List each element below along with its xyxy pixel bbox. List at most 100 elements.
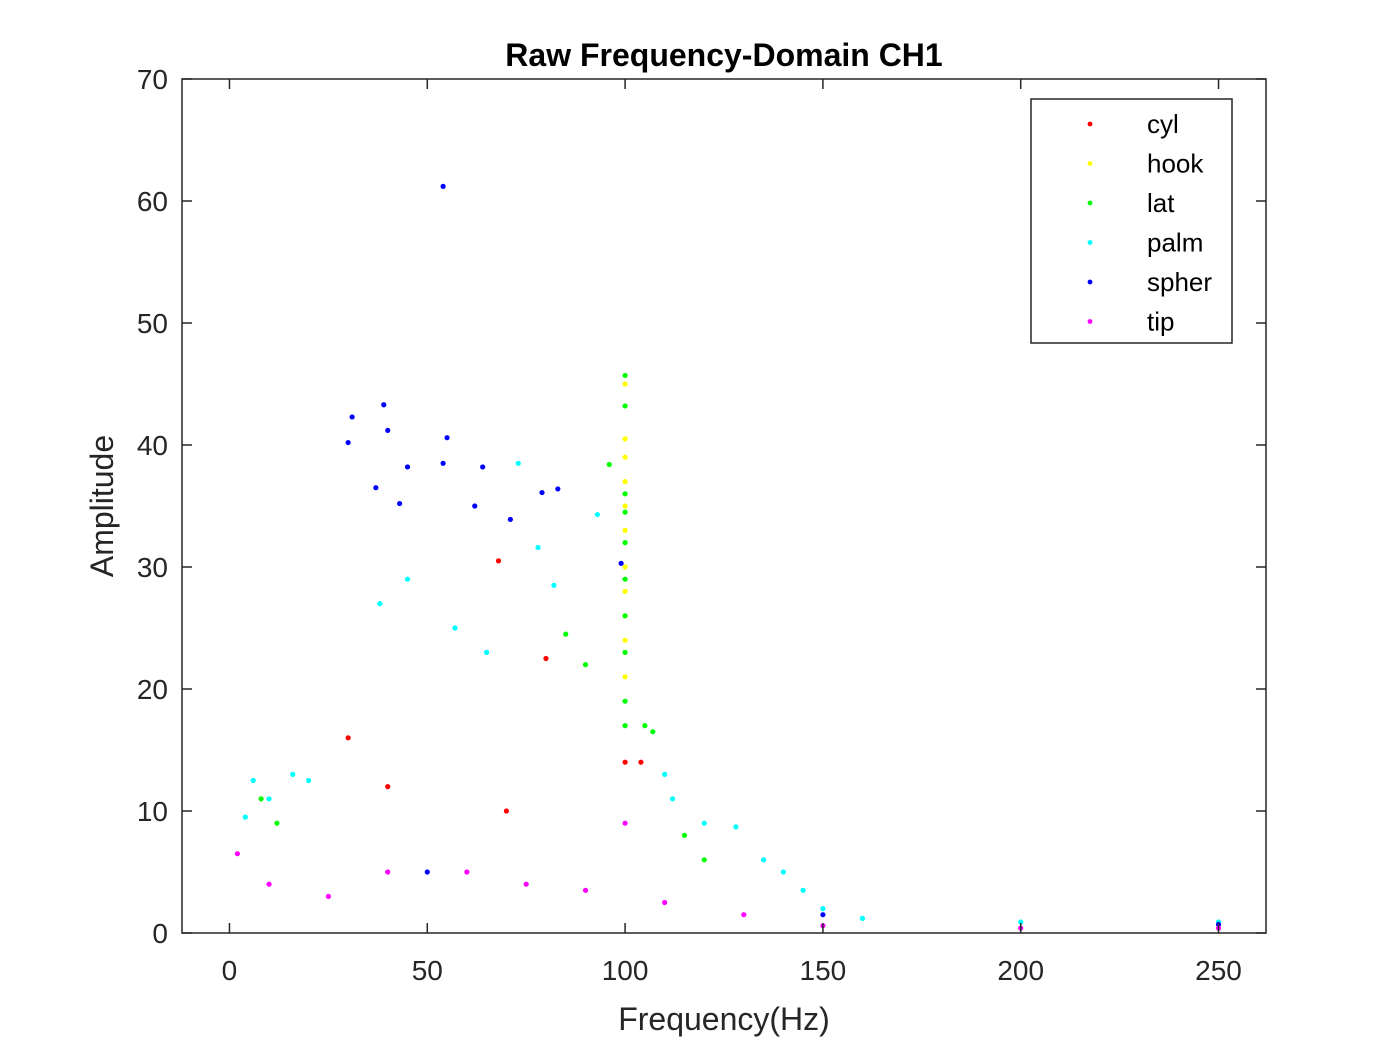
data-point-hook	[622, 381, 628, 387]
data-point-palm	[551, 582, 557, 588]
x-tick-label: 100	[602, 955, 649, 986]
data-point-palm	[377, 601, 383, 607]
data-point-tip	[523, 881, 529, 887]
data-point-palm	[662, 771, 668, 778]
data-point-palm	[484, 649, 490, 656]
y-tick-label: 70	[137, 64, 168, 95]
scatter-points	[234, 183, 1222, 931]
data-point-tip	[662, 899, 668, 906]
legend-label-tip: tip	[1147, 307, 1174, 337]
x-tick-label: 150	[800, 955, 847, 986]
data-point-spher	[440, 183, 446, 189]
data-point-spher	[349, 414, 355, 420]
legend-marker-cyl	[1087, 121, 1093, 127]
series-tip	[234, 820, 1222, 931]
data-point-tip	[741, 912, 747, 918]
data-point-tip	[622, 820, 628, 826]
series-spher	[345, 183, 1222, 928]
data-point-spher	[404, 464, 411, 470]
data-point-palm	[242, 814, 248, 820]
data-point-lat	[622, 491, 628, 497]
data-point-lat	[622, 723, 628, 729]
data-point-hook	[622, 527, 628, 534]
x-tick-label: 250	[1195, 955, 1242, 986]
data-point-spher	[396, 500, 403, 507]
data-point-palm	[701, 820, 707, 826]
data-point-palm	[404, 576, 411, 582]
data-point-lat	[274, 820, 280, 826]
data-point-tip	[234, 851, 240, 857]
data-point-hook	[622, 564, 628, 570]
data-point-cyl	[622, 759, 628, 765]
data-point-lat	[650, 729, 656, 735]
data-point-palm	[760, 857, 767, 863]
data-point-hook	[622, 503, 628, 509]
data-point-cyl	[385, 784, 391, 790]
data-point-hook	[622, 479, 628, 485]
data-point-hook	[622, 637, 628, 643]
data-point-spher	[480, 464, 486, 470]
data-point-palm	[515, 460, 521, 466]
legend-label-lat: lat	[1147, 188, 1175, 218]
data-point-palm	[733, 824, 739, 830]
data-point-lat	[258, 796, 264, 802]
y-tick-label: 20	[137, 674, 168, 705]
legend-marker-hook	[1087, 161, 1093, 166]
data-point-lat	[622, 372, 628, 379]
data-point-hook	[622, 674, 628, 680]
data-point-palm	[290, 771, 296, 778]
data-point-spher	[472, 503, 478, 509]
data-point-spher	[539, 489, 545, 496]
data-point-palm	[859, 915, 866, 921]
data-point-lat	[622, 576, 628, 582]
data-point-lat	[642, 723, 648, 729]
data-point-spher	[820, 912, 826, 918]
data-point-palm	[820, 906, 826, 912]
data-point-palm	[594, 511, 601, 518]
data-point-spher	[373, 485, 379, 491]
data-point-palm	[452, 625, 458, 631]
legend-marker-palm	[1087, 240, 1093, 245]
data-point-cyl	[495, 558, 502, 564]
data-point-lat	[622, 613, 628, 619]
data-point-lat	[681, 832, 688, 839]
data-point-tip	[464, 869, 470, 875]
data-point-lat	[563, 631, 569, 637]
plot-area-frame	[181, 78, 1267, 934]
legend-marker-lat	[1087, 200, 1093, 206]
data-point-lat	[606, 461, 612, 468]
data-point-cyl	[543, 655, 549, 662]
data-point-spher	[381, 402, 387, 408]
data-point-lat	[622, 649, 628, 656]
series-lat	[258, 372, 707, 863]
data-point-palm	[780, 869, 786, 875]
y-axis-label: Amplitude	[84, 435, 120, 577]
x-axis-label: Frequency(Hz)	[618, 1001, 830, 1037]
legend-marker-tip	[1087, 319, 1093, 324]
x-tick-label: 50	[412, 955, 443, 986]
y-tick-label: 40	[137, 430, 168, 461]
chart-title: Raw Frequency-Domain CH1	[505, 37, 942, 73]
y-tick-label: 50	[137, 308, 168, 339]
data-point-spher	[385, 427, 391, 433]
series-cyl	[345, 558, 644, 814]
data-point-spher	[424, 869, 430, 875]
data-point-lat	[701, 857, 707, 863]
data-point-lat	[622, 540, 628, 546]
legend-label-palm: palm	[1147, 228, 1203, 258]
data-point-palm	[800, 887, 806, 893]
legend-label-cyl: cyl	[1147, 109, 1179, 139]
data-point-cyl	[638, 759, 644, 765]
data-point-tip	[325, 893, 331, 900]
data-point-palm	[669, 796, 676, 802]
legend-label-hook: hook	[1147, 149, 1204, 179]
data-point-palm	[266, 796, 272, 802]
data-point-hook	[622, 454, 628, 460]
data-point-tip	[266, 881, 272, 887]
legend-marker-spher	[1087, 279, 1093, 285]
data-point-hook	[622, 436, 628, 442]
x-tick-label: 200	[997, 955, 1044, 986]
data-point-spher	[618, 560, 624, 566]
data-point-spher	[555, 486, 561, 492]
